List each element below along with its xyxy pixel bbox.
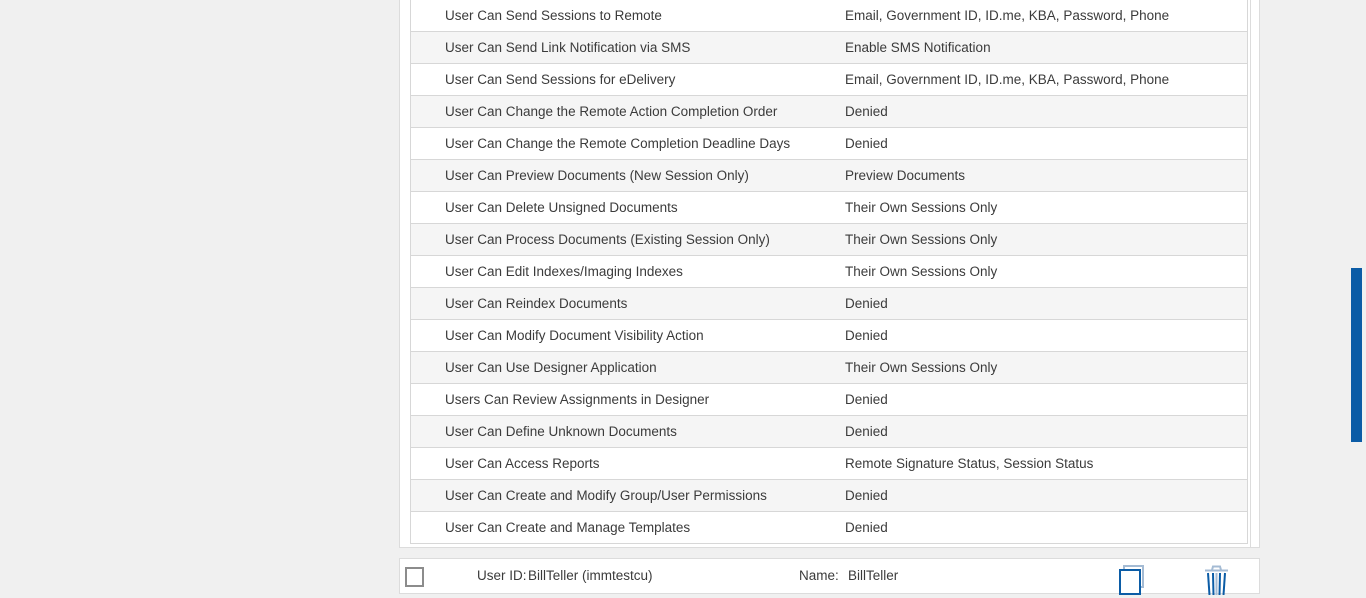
permission-value: Denied bbox=[845, 296, 888, 311]
permission-row: User Can Edit Indexes/Imaging Indexes Th… bbox=[411, 256, 1247, 288]
delete-user-button[interactable] bbox=[1203, 565, 1231, 596]
permission-row: User Can Preview Documents (New Session … bbox=[411, 160, 1247, 192]
permission-value: Denied bbox=[845, 488, 888, 503]
user-id-label: User ID: bbox=[477, 568, 527, 583]
permission-value: Remote Signature Status, Session Status bbox=[845, 456, 1094, 471]
permission-label: User Can Access Reports bbox=[445, 456, 600, 471]
permission-row: User Can Change the Remote Action Comple… bbox=[411, 96, 1247, 128]
permission-row: User Can Delete Unsigned Documents Their… bbox=[411, 192, 1247, 224]
copy-user-button[interactable] bbox=[1117, 565, 1145, 595]
permission-label: User Can Change the Remote Action Comple… bbox=[445, 104, 778, 119]
permission-row: User Can Send Sessions for eDelivery Ema… bbox=[411, 64, 1247, 96]
permission-value: Email, Government ID, ID.me, KBA, Passwo… bbox=[845, 72, 1170, 87]
permission-label: User Can Edit Indexes/Imaging Indexes bbox=[445, 264, 683, 279]
permission-row: User Can Use Designer Application Their … bbox=[411, 352, 1247, 384]
permission-label: Users Can Review Assignments in Designer bbox=[445, 392, 710, 407]
scrollbar-thumb[interactable] bbox=[1351, 268, 1362, 442]
permission-row: User Can Create and Manage Templates Den… bbox=[411, 512, 1247, 543]
permission-label: User Can Reindex Documents bbox=[445, 296, 628, 311]
permission-row: Users Can Review Assignments in Designer… bbox=[411, 384, 1247, 416]
permission-label: User Can Send Sessions for eDelivery bbox=[445, 72, 676, 87]
permissions-table: User Can Send Sessions to Remote Email, … bbox=[410, 0, 1248, 544]
permission-label: User Can Delete Unsigned Documents bbox=[445, 200, 678, 215]
name-label: Name: bbox=[799, 568, 839, 583]
permission-row: User Can Send Link Notification via SMS … bbox=[411, 32, 1247, 64]
permission-label: User Can Send Link Notification via SMS bbox=[445, 40, 691, 55]
permission-value: Denied bbox=[845, 104, 888, 119]
permission-value: Enable SMS Notification bbox=[845, 40, 991, 55]
permission-value: Their Own Sessions Only bbox=[845, 360, 998, 375]
trash-icon bbox=[1205, 565, 1228, 596]
permission-value: Their Own Sessions Only bbox=[845, 200, 998, 215]
permission-value: Denied bbox=[845, 520, 888, 535]
name-value: BillTeller bbox=[848, 568, 899, 583]
permission-value: Email, Government ID, ID.me, KBA, Passwo… bbox=[845, 8, 1170, 23]
permission-row: User Can Process Documents (Existing Ses… bbox=[411, 224, 1247, 256]
permission-label: User Can Modify Document Visibility Acti… bbox=[445, 328, 704, 343]
permission-label: User Can Process Documents (Existing Ses… bbox=[445, 232, 770, 247]
permission-label: User Can Use Designer Application bbox=[445, 360, 657, 375]
user-select-checkbox[interactable] bbox=[405, 567, 424, 587]
permission-label: User Can Create and Manage Templates bbox=[445, 520, 691, 535]
user-bar: User ID: BillTeller (immtestcu) Name: Bi… bbox=[399, 558, 1260, 596]
permission-label: User Can Preview Documents (New Session … bbox=[445, 168, 749, 183]
user-id-value: BillTeller (immtestcu) bbox=[528, 568, 653, 583]
permission-value: Their Own Sessions Only bbox=[845, 264, 998, 279]
permission-row: User Can Modify Document Visibility Acti… bbox=[411, 320, 1247, 352]
permission-label: User Can Create and Modify Group/User Pe… bbox=[445, 488, 767, 503]
permission-value: Denied bbox=[845, 424, 888, 439]
panel-scrollbar-track bbox=[1250, 0, 1251, 547]
permission-value: Denied bbox=[845, 328, 888, 343]
permission-value: Denied bbox=[845, 136, 888, 151]
permission-row: User Can Access Reports Remote Signature… bbox=[411, 448, 1247, 480]
copy-icon bbox=[1119, 565, 1144, 595]
permission-value: Preview Documents bbox=[845, 168, 966, 183]
permission-label: User Can Send Sessions to Remote bbox=[445, 8, 662, 23]
permission-value: Their Own Sessions Only bbox=[845, 232, 998, 247]
permission-row: User Can Create and Modify Group/User Pe… bbox=[411, 480, 1247, 512]
permission-row: User Can Reindex Documents Denied bbox=[411, 288, 1247, 320]
permission-row: User Can Change the Remote Completion De… bbox=[411, 128, 1247, 160]
permission-row: User Can Send Sessions to Remote Email, … bbox=[411, 0, 1247, 32]
permission-label: User Can Change the Remote Completion De… bbox=[445, 136, 791, 151]
permission-value: Denied bbox=[845, 392, 888, 407]
permission-row: User Can Define Unknown Documents Denied bbox=[411, 416, 1247, 448]
permission-label: User Can Define Unknown Documents bbox=[445, 424, 677, 439]
